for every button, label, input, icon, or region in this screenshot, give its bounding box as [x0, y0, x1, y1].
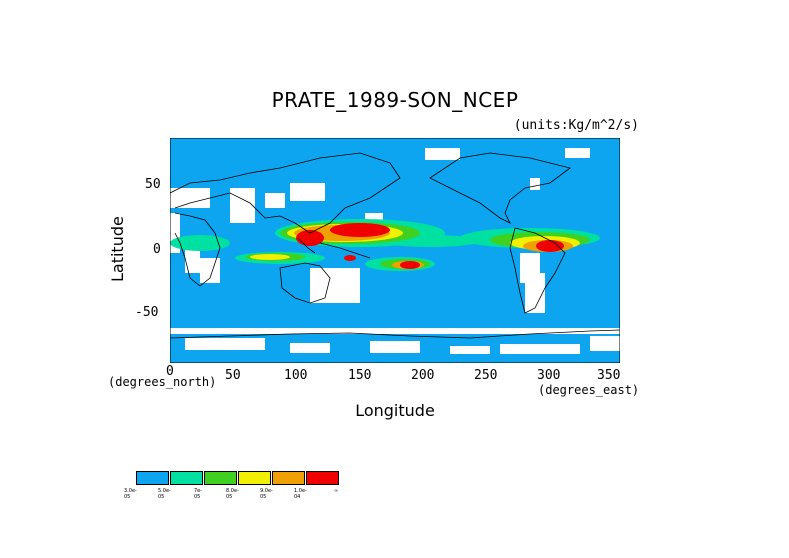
- x-tick-label: 50: [225, 368, 241, 383]
- y-tick-label: 0: [153, 242, 161, 257]
- legend-label: 9.0e-05: [260, 488, 273, 500]
- legend-swatch: [272, 471, 305, 485]
- x-tick-label: 200: [411, 368, 435, 383]
- precipitation-map: [170, 138, 620, 363]
- chart-title: PRATE_1989-SON_NCEP: [271, 88, 519, 112]
- legend-swatch: [238, 471, 271, 485]
- legend-label: 1.0e-04: [294, 488, 307, 500]
- x-tick-label: 0: [166, 364, 174, 379]
- coastlines: [170, 152, 620, 339]
- legend-swatch: [306, 471, 339, 485]
- y-tick-label: 50: [145, 177, 161, 192]
- y-tick-label: -50: [135, 305, 159, 320]
- x-tick-label: 350: [597, 368, 621, 383]
- legend-swatch: [136, 471, 169, 485]
- precip-red-cores: [296, 223, 564, 269]
- legend-label: ∞: [334, 488, 339, 494]
- x-tick-label: 100: [284, 368, 308, 383]
- x-units-right: (degrees_east): [538, 383, 640, 397]
- legend-label: 3.0e-05: [124, 488, 137, 500]
- units-label: (units:Kg/m^2/s): [513, 118, 639, 133]
- x-units-left: (degrees_north): [108, 375, 217, 389]
- y-axis-label: Latitude: [108, 216, 127, 282]
- legend-label: 5.0e-05: [158, 488, 171, 500]
- legend-swatch: [204, 471, 237, 485]
- x-axis-label: Longitude: [355, 401, 435, 420]
- x-tick-label: 250: [474, 368, 498, 383]
- low-value-patches: [170, 148, 620, 354]
- legend-label: 8.0e-05: [226, 488, 239, 500]
- legend-swatch: [170, 471, 203, 485]
- x-tick-label: 150: [348, 368, 372, 383]
- x-tick-label: 300: [537, 368, 561, 383]
- legend-label: 7e-05: [194, 488, 203, 500]
